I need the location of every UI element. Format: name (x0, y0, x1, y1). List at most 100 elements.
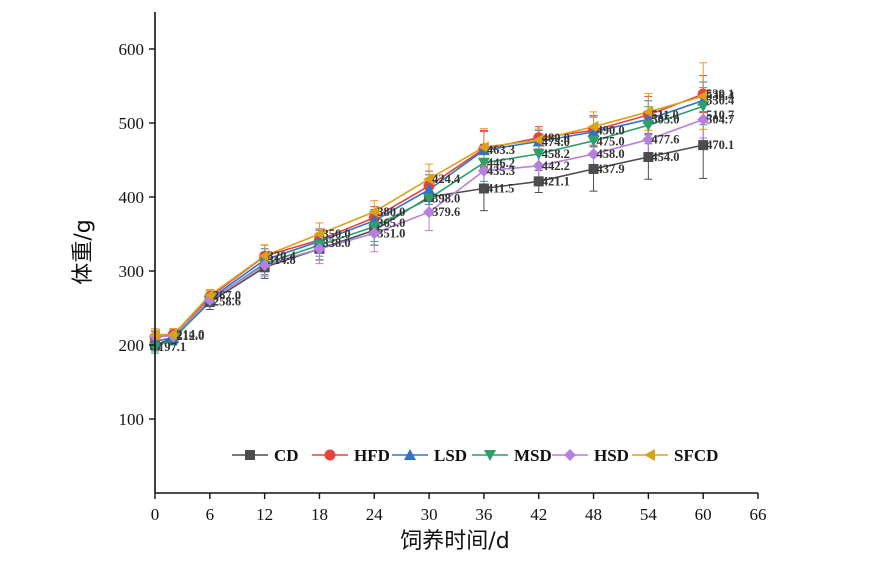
data-label: 504.7 (706, 113, 734, 127)
data-point-sfcd (203, 289, 215, 302)
x-tick-label: 60 (695, 505, 712, 524)
data-point-sfcd (313, 228, 325, 240)
data-point-msd (477, 157, 490, 169)
data-point-hsd (587, 148, 600, 161)
data-label: 470.1 (706, 138, 734, 152)
x-tick-label: 24 (366, 505, 384, 524)
data-label: 197.1 (158, 340, 186, 354)
data-point-msd (532, 148, 545, 160)
data-label: 463.3 (487, 143, 515, 157)
data-point-hsd (313, 242, 326, 255)
data-point-lsd (423, 183, 436, 195)
y-tick-label: 100 (119, 410, 145, 429)
x-tick-label: 30 (421, 505, 438, 524)
data-point-cd (588, 163, 599, 174)
data-point-msd (423, 193, 436, 205)
data-point-msd (587, 135, 600, 147)
data-point-hsd (368, 227, 381, 240)
data-label: 314.8 (268, 253, 296, 267)
data-point-hsd (697, 113, 710, 126)
legend-marker-msd (484, 450, 496, 461)
x-tick-label: 18 (311, 505, 328, 524)
data-point-sfcd (532, 134, 544, 147)
data-label: 510.7 (706, 108, 734, 122)
data-label: 474.0 (542, 135, 570, 149)
data-label: 437.9 (597, 162, 625, 176)
data-label: 351.0 (377, 226, 405, 240)
data-point-sfcd (167, 328, 179, 341)
series-lines (154, 93, 704, 348)
data-label: 338.0 (322, 236, 350, 250)
x-tick-label: 12 (256, 505, 273, 524)
data-label: 490.0 (597, 123, 625, 137)
data-label: 398.0 (432, 191, 460, 205)
y-tick-label: 200 (119, 336, 145, 355)
legend-marker-hfd (324, 449, 336, 461)
legend-label-msd: MSD (514, 446, 552, 465)
x-tick-label: 6 (206, 505, 215, 524)
x-axis-title: 饲养时间/d (400, 529, 509, 554)
data-label: 320.4 (268, 249, 297, 263)
data-point-hsd (532, 159, 545, 172)
data-point-sfcd (368, 205, 380, 218)
data-label: 350.0 (322, 227, 350, 241)
data-label: 477.6 (651, 133, 679, 147)
data-label: 421.1 (542, 174, 570, 188)
data-point-msd (642, 120, 655, 132)
x-tick-label: 0 (151, 505, 160, 524)
data-label: 442.2 (542, 159, 570, 173)
legend-marker-hsd (564, 449, 576, 461)
data-label: 458.2 (542, 147, 570, 161)
data-label: 539.1 (706, 87, 734, 101)
data-label: 530.4 (706, 94, 735, 108)
data-label: 411.5 (487, 181, 514, 195)
data-point-hsd (423, 206, 436, 219)
data-label: 480.0 (542, 131, 570, 145)
data-label: 267.0 (213, 288, 241, 302)
x-tick-label: 36 (475, 505, 492, 524)
legend-marker-lsd (404, 449, 416, 460)
y-tick-label: 300 (119, 262, 145, 281)
data-point-sfcd (587, 120, 599, 133)
x-tick-label: 54 (640, 505, 658, 524)
series-line-hsd (155, 118, 704, 337)
y-tick-label: 500 (119, 114, 145, 133)
y-tick-label: 400 (119, 188, 145, 207)
data-label: 446.2 (487, 156, 515, 170)
legend-label-sfcd: SFCD (674, 446, 718, 465)
data-label: 435.3 (487, 164, 515, 178)
legend-marker-cd (245, 450, 255, 460)
data-label: 536.4 (706, 89, 735, 103)
data-label: 365.0 (377, 216, 405, 230)
data-point-cd (533, 176, 544, 187)
x-tick-label: 66 (750, 505, 767, 524)
data-point-sfcd (258, 249, 270, 262)
data-label: 424.4 (432, 172, 461, 186)
data-label: 212.0 (176, 329, 204, 343)
data-point-msd (368, 221, 381, 233)
data-point-sfcd (423, 172, 435, 185)
legend-label-hfd: HFD (354, 446, 390, 465)
legend-label-cd: CD (274, 446, 299, 465)
data-point-msd (697, 101, 710, 113)
data-point-sfcd (642, 105, 654, 118)
data-point-sfcd (477, 141, 489, 154)
x-tick-label: 48 (585, 505, 602, 524)
data-point-lsd (587, 125, 600, 137)
legend: CD HFD LSD MSD HSD SFCD (232, 446, 718, 465)
data-label: 258.6 (213, 295, 241, 309)
axis-ticks: 0 6 12 18 24 30 36 42 48 54 60 66 100 200 300 400 500 600 (119, 40, 767, 524)
legend-marker-sfcd (644, 449, 655, 461)
series-line-hfd (154, 93, 704, 339)
y-tick-label: 600 (119, 40, 145, 59)
data-label: 475.0 (597, 135, 625, 149)
data-point-hsd (258, 259, 271, 272)
series-line-sfcd (155, 95, 704, 336)
x-tick-label: 42 (530, 505, 547, 524)
data-point-sfcd (697, 90, 709, 103)
legend-label-hsd: HSD (594, 446, 629, 465)
data-label: 379.6 (432, 205, 460, 219)
data-label: 214.0 (176, 328, 204, 342)
